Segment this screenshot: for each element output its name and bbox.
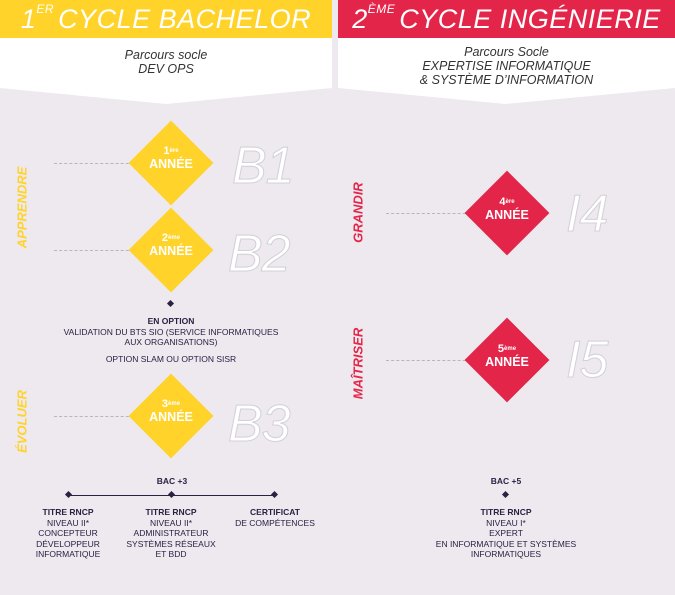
bachelor-banner: 1ER CYCLE BACHELOR [0, 0, 332, 38]
option-marker [166, 299, 175, 308]
ingenierie-bac-level: BAC +5 [490, 476, 522, 486]
ingenierie-track-name-1: EXPERTISE INFORMATIQUE [422, 59, 591, 73]
ingenierie-heading-number: 2ÈME [352, 1, 396, 34]
dash-line-i4 [386, 213, 476, 214]
bachelor-subtitle-box: Parcours socle DEV OPS [0, 38, 332, 88]
side-label-evoluer: ÉVOLUER [14, 390, 30, 453]
bachelor-heading-title: CYCLE BACHELOR [58, 3, 312, 34]
big-label-i4: I4 [565, 185, 608, 243]
year-3-label: 3ème ANNÉE [149, 398, 193, 425]
outcome-marker-2 [167, 490, 176, 499]
ingenierie-column: 2ÈME CYCLE INGÉNIERIE Parcours Socle EXP… [338, 0, 675, 595]
option-block: EN OPTION VALIDATION DU BTS SIO (SERVICE… [63, 316, 279, 364]
ingenierie-outcome-marker [501, 490, 510, 499]
year-1-label: 1ère ANNÉE [149, 145, 193, 172]
ingenierie-arrow [338, 88, 675, 104]
side-label-grandir: GRANDIR [350, 182, 366, 243]
dash-line-b2 [54, 250, 134, 251]
outcome-3: CERTIFICAT DE COMPÉTENCES [235, 507, 315, 528]
dash-line-b1 [54, 163, 134, 164]
ingenierie-subtitle-box: Parcours Socle EXPERTISE INFORMATIQUE & … [338, 38, 675, 88]
big-label-b3: B3 [228, 395, 292, 453]
dash-line-i5 [386, 360, 476, 361]
bachelor-column: 1ER CYCLE BACHELOR Parcours socle DEV OP… [0, 0, 332, 595]
big-label-i5: I5 [565, 331, 608, 389]
side-label-apprendre: APPRENDRE [14, 166, 30, 249]
big-label-b1: B1 [232, 137, 296, 195]
side-label-maitriser: MAÎTRISER [350, 327, 366, 400]
ingenierie-heading-title: CYCLE INGÉNIERIE [399, 3, 661, 34]
dash-line-b3 [54, 416, 134, 417]
bachelor-track-name: DEV OPS [138, 62, 194, 76]
ingenierie-track-name-2: & SYSTÈME D’INFORMATION [419, 73, 594, 87]
year-2-label: 2ème ANNÉE [149, 232, 193, 259]
outcome-1: TITRE RNCP NIVEAU II* CONCEPTEUR DÉVELOP… [35, 507, 101, 559]
bachelor-track-label: Parcours socle [124, 48, 208, 62]
ingenierie-track-label: Parcours Socle [464, 45, 549, 59]
ingenierie-banner: 2ÈME CYCLE INGÉNIERIE [338, 0, 675, 38]
outcome-marker-3 [270, 490, 279, 499]
ingenierie-outcome: TITRE RNCP NIVEAU I* EXPERT EN INFORMATI… [435, 507, 577, 559]
outcome-marker-1 [64, 490, 73, 499]
bachelor-arrow [0, 88, 332, 104]
year-4-label: 4ère ANNÉE [485, 196, 529, 223]
bachelor-bac-level: BAC +3 [156, 476, 188, 486]
big-label-b2: B2 [228, 225, 292, 283]
bachelor-heading-number: 1ER [20, 1, 55, 34]
year-5-label: 5ème ANNÉE [485, 343, 529, 370]
outcome-2: TITRE RNCP NIVEAU II* ADMINISTRATEUR SYS… [126, 507, 216, 559]
